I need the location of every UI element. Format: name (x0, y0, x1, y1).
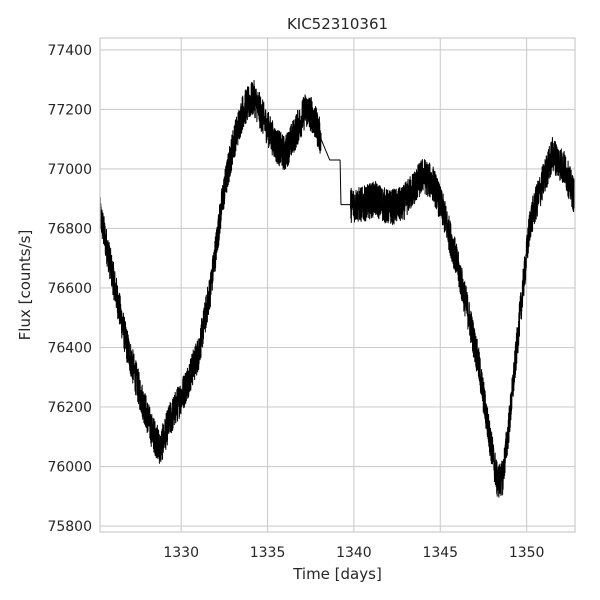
y-tick-label: 76400 (47, 340, 92, 356)
y-tick-label: 77000 (47, 162, 92, 178)
x-axis-label: Time [days] (292, 565, 382, 583)
y-tick-labels: 75800 76000 76200 76400 76600 76800 77000 77200… (47, 43, 92, 535)
series-layer (100, 79, 575, 498)
x-tick-label: 1345 (422, 545, 458, 561)
x-tick-label: 1350 (509, 545, 545, 561)
plot-frame (99, 37, 576, 533)
x-tick-label: 1330 (163, 545, 199, 561)
y-tick-label: 77400 (47, 43, 92, 59)
x-tick-labels: 1330 1335 1340 1345 1350 (163, 545, 544, 561)
y-tick-label: 76000 (47, 460, 92, 476)
y-axis-label: Flux [counts/s] (16, 230, 34, 341)
y-tick-label: 75800 (47, 519, 92, 535)
y-tick-label: 76600 (47, 281, 92, 297)
x-tick-label: 1340 (336, 545, 372, 561)
chart-title: KIC52310361 (287, 15, 388, 33)
grid-lines (100, 38, 575, 532)
y-tick-label: 77200 (47, 102, 92, 118)
x-tick-label: 1335 (250, 545, 286, 561)
y-tick-label: 76800 (47, 221, 92, 237)
y-tick-label: 76200 (47, 400, 92, 416)
flux-series-line (100, 79, 575, 498)
